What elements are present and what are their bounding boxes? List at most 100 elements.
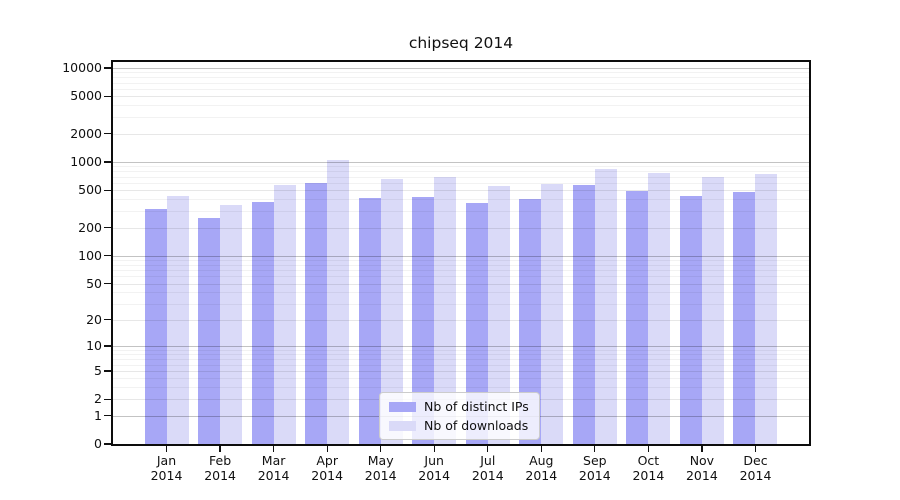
y-tick-mark-10000 <box>104 67 111 69</box>
y-tick-label-2: 2 <box>94 391 102 407</box>
gridline-90 <box>113 259 809 261</box>
bar-feb-distinct-ips <box>198 217 221 444</box>
y-tick-label-1: 1 <box>94 407 102 423</box>
gridline-3 <box>113 387 809 389</box>
gridline-10000 <box>113 68 809 69</box>
gridline-5 <box>113 370 809 372</box>
bar-nov-distinct-ips <box>679 196 702 444</box>
bar-sep-distinct-ips <box>572 185 595 444</box>
x-tick-mark-may <box>380 446 382 452</box>
grid-layer <box>113 62 809 444</box>
gridline-10 <box>113 346 809 348</box>
y-tick-mark-50 <box>104 282 111 285</box>
y-tick-mark-10 <box>104 345 111 347</box>
bar-dec-downloads <box>755 174 778 444</box>
x-tick-label-year-feb: 2014 <box>204 468 236 483</box>
y-tick-label-10: 10 <box>86 338 102 354</box>
bar-oct-downloads <box>648 173 671 444</box>
bar-aug-distinct-ips <box>519 199 542 444</box>
x-tick-label-month-dec: Dec <box>743 453 768 468</box>
legend-label-distinct-ips: Nb of distinct IPs <box>424 399 529 414</box>
x-tick-label-year-aug: 2014 <box>525 468 558 483</box>
y-tick-mark-1000 <box>104 161 111 163</box>
bar-dec-distinct-ips <box>733 192 756 444</box>
x-tick-label-year-jun: 2014 <box>418 468 451 483</box>
bar-feb-downloads <box>220 204 243 444</box>
gridline-80 <box>113 264 809 266</box>
y-tick-label-5: 5 <box>94 362 102 378</box>
gridline-50 <box>113 283 809 285</box>
gridline-60 <box>113 276 809 278</box>
gridline-100 <box>113 255 809 257</box>
x-tick-mark-jan <box>165 446 168 452</box>
gridline-6000 <box>113 88 809 90</box>
bar-mar-distinct-ips <box>251 201 274 444</box>
bar-mar-downloads <box>273 184 296 444</box>
x-tick-mark-aug <box>540 446 542 452</box>
gridline-70 <box>113 270 809 271</box>
x-tick-label-month-oct: Oct <box>637 453 660 468</box>
bars-layer <box>113 62 809 444</box>
x-tick-label-year-nov: 2014 <box>685 468 718 483</box>
gridline-9 <box>113 350 809 351</box>
x-tick-label-year-oct: 2014 <box>632 468 665 483</box>
x-tick-mark-feb <box>219 446 221 452</box>
x-tick-label-month-aug: Aug <box>529 453 554 468</box>
bar-jul-downloads <box>487 186 510 444</box>
y-tick-mark-100 <box>104 254 111 257</box>
x-tick-label-month-jun: Jun <box>424 453 444 468</box>
y-tick-label-5000: 5000 <box>70 88 102 104</box>
x-tick-mark-sep <box>594 446 596 452</box>
gridline-40 <box>113 292 809 294</box>
gridline-20 <box>113 319 809 321</box>
y-tick-label-1000: 1000 <box>70 154 102 169</box>
bar-jun-downloads <box>434 177 457 444</box>
x-tick-label-year-jan: 2014 <box>150 468 183 483</box>
gridline-900 <box>113 166 809 168</box>
x-tick-label-year-jul: 2014 <box>471 468 504 483</box>
gridline-7 <box>113 359 809 361</box>
gridline-30 <box>113 303 809 305</box>
gridline-1000 <box>113 162 809 163</box>
x-tick-label-month-sep: Sep <box>583 453 607 468</box>
y-tick-mark-5 <box>104 370 111 372</box>
bar-sep-downloads <box>594 169 617 444</box>
y-tick-label-100: 100 <box>78 247 102 263</box>
bar-jan-downloads <box>166 195 189 444</box>
chart-title: chipseq 2014 <box>408 34 514 52</box>
bar-oct-distinct-ips <box>626 191 649 444</box>
gridline-200 <box>113 227 809 229</box>
gridline-700 <box>113 176 809 178</box>
gridline-2000 <box>113 133 809 135</box>
y-tick-label-200: 200 <box>78 219 102 235</box>
gridline-5000 <box>113 96 809 98</box>
x-tick-label-month-apr: Apr <box>316 453 338 468</box>
bar-may-distinct-ips <box>358 198 381 444</box>
x-tick-mark-oct <box>647 446 650 452</box>
x-tick-mark-jun <box>433 446 435 452</box>
gridline-7000 <box>113 82 809 84</box>
bar-jun-distinct-ips <box>412 197 435 444</box>
gridline-300 <box>113 211 809 212</box>
y-tick-mark-20 <box>104 319 111 321</box>
gridline-500 <box>113 190 809 192</box>
bar-jul-distinct-ips <box>465 203 488 444</box>
bar-apr-distinct-ips <box>305 182 328 444</box>
y-tick-mark-200 <box>104 226 111 229</box>
y-tick-mark-2 <box>104 398 111 400</box>
gridline-8 <box>113 354 809 356</box>
y-tick-label-500: 500 <box>78 182 102 198</box>
gridline-4000 <box>113 105 809 107</box>
legend: Nb of distinct IPs Nb of downloads <box>379 392 540 440</box>
gridline-4 <box>113 378 809 380</box>
gridline-9000 <box>113 72 809 74</box>
y-tick-mark-5000 <box>104 95 111 97</box>
x-tick-label-year-dec: 2014 <box>739 468 772 483</box>
y-tick-label-2000: 2000 <box>70 125 102 141</box>
x-tick-mark-mar <box>272 446 275 452</box>
bar-jan-distinct-ips <box>144 209 167 444</box>
legend-swatch-distinct-ips <box>389 401 416 412</box>
y-tick-label-50: 50 <box>86 275 102 291</box>
x-tick-label-year-mar: 2014 <box>257 468 290 483</box>
